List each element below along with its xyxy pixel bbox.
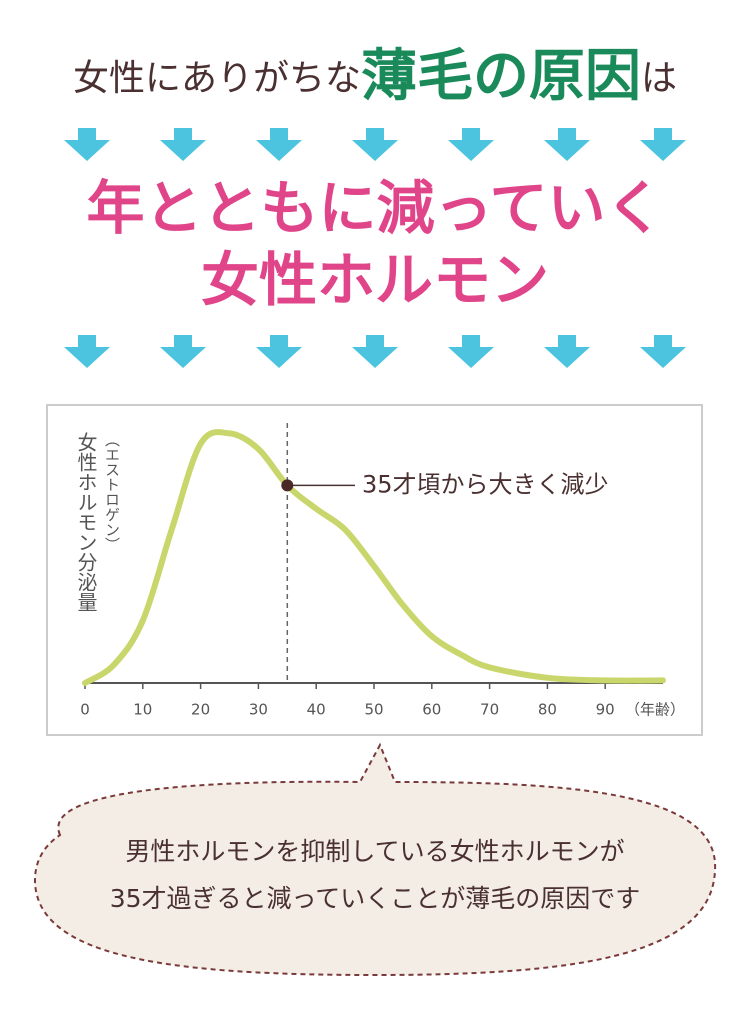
chart: （エストロゲン） 女性ホルモン分泌量 0 10 20 30 40 50 60 70 80 90 （年齢）…	[74, 423, 685, 719]
down-arrow	[640, 335, 686, 368]
arrow-row	[64, 128, 686, 161]
down-arrow	[160, 128, 206, 161]
down-arrow	[544, 128, 590, 161]
x-tick-label: 10	[133, 701, 152, 719]
down-arrow	[544, 335, 590, 368]
down-arrow	[352, 128, 398, 161]
annotation-dot	[281, 479, 294, 492]
x-unit-label: （年齢）	[625, 701, 685, 719]
down-arrow	[64, 128, 110, 161]
y-axis-note: （エストロゲン）	[103, 432, 121, 552]
x-tick-label: 40	[307, 701, 326, 719]
lead-line: 女性にありがちな薄毛の原因は	[73, 44, 677, 109]
down-arrow	[352, 335, 398, 368]
x-tick-label: 0	[80, 701, 90, 719]
lead-suffix: は	[641, 58, 677, 99]
down-arrow	[448, 335, 494, 368]
x-tick-label: 20	[191, 701, 210, 719]
x-tick-label: 70	[480, 701, 499, 719]
x-tick-label: 80	[538, 701, 557, 719]
down-arrow	[64, 335, 110, 368]
lead-prefix: 女性にありがちな	[73, 58, 361, 99]
x-tick-label: 50	[364, 701, 383, 719]
series-line	[82, 429, 666, 686]
x-tick-label: 60	[422, 701, 441, 719]
headline: 女性ホルモン	[201, 246, 549, 314]
annotation-text: 35才頃から大きく減少	[362, 470, 609, 498]
lead-emphasis: 薄毛の原因	[361, 44, 641, 109]
x-tick-label: 30	[249, 701, 268, 719]
down-arrow	[256, 128, 302, 161]
x-tick-label: 90	[596, 701, 615, 719]
down-arrow	[256, 335, 302, 368]
y-axis-label: 女性ホルモン分泌量	[74, 432, 98, 612]
bubble-text: 35才過ぎると減っていくことが薄毛の原因です	[110, 884, 641, 913]
arrow-row	[64, 335, 686, 368]
down-arrow	[640, 128, 686, 161]
speech-bubble	[33, 742, 717, 977]
down-arrow	[448, 128, 494, 161]
bubble-text: 男性ホルモンを抑制している女性ホルモンが	[125, 837, 624, 866]
headline: 年とともに減っていく	[86, 174, 663, 242]
down-arrow	[160, 335, 206, 368]
